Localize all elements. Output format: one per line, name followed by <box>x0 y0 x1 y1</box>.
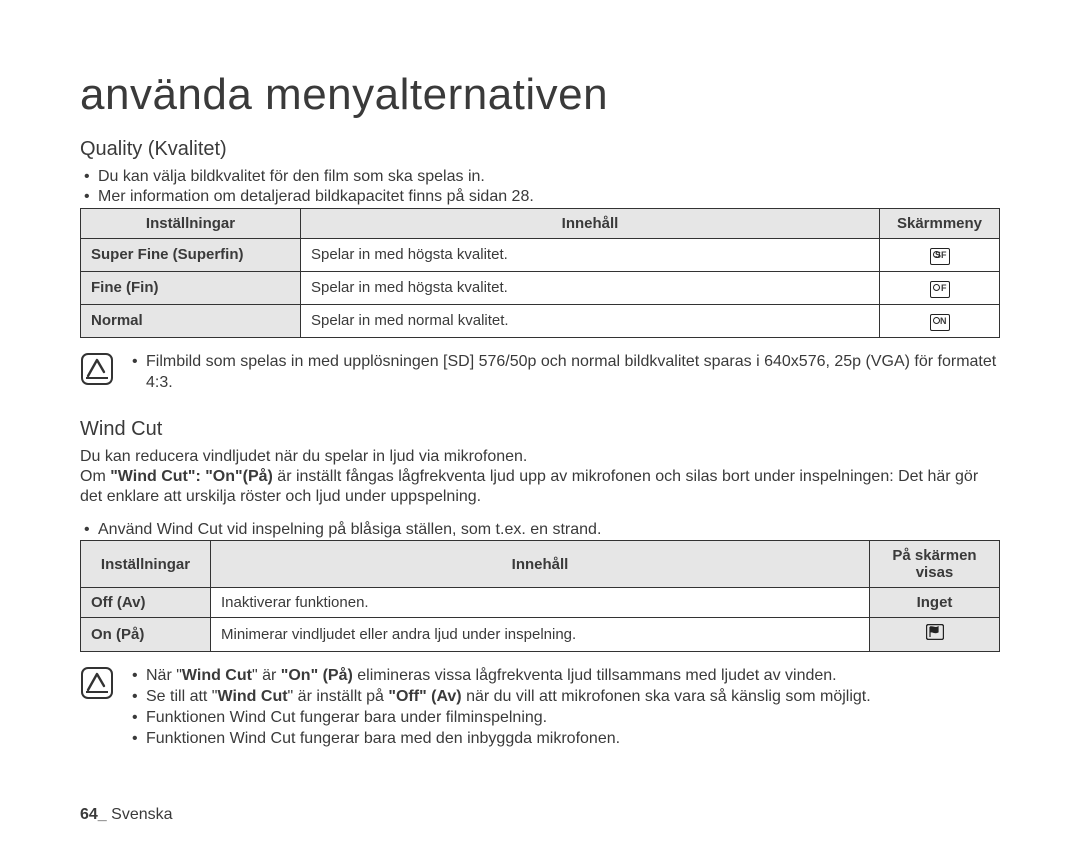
note-icon <box>80 666 114 700</box>
windcut-intro-bold: "Wind Cut": "On"(På) <box>110 468 273 485</box>
table-row: Fine (Fin) Spelar in med högsta kvalitet… <box>81 271 1000 304</box>
windcut-table: Inställningar Innehåll På skärmen visas … <box>80 540 1000 652</box>
windcut-note-item: När "Wind Cut" är "On" (På) elimineras v… <box>128 666 1000 687</box>
quality-content: Spelar in med högsta kvalitet. <box>301 271 880 304</box>
windcut-th-content: Innehåll <box>211 541 870 588</box>
page-footer: 64_ Svenska <box>80 806 173 824</box>
windcut-note-item: Funktionen Wind Cut fungerar bara med de… <box>128 729 1000 750</box>
table-row: On (På) Minimerar vindljudet eller andra… <box>81 618 1000 652</box>
windcut-display-icon-cell <box>870 618 1000 652</box>
quality-icon: SF <box>930 248 950 265</box>
quality-table: Inställningar Innehåll Skärmmeny Super F… <box>80 208 1000 338</box>
windcut-section: Wind Cut Du kan reducera vindljudet när … <box>80 418 1000 750</box>
windcut-intro-line1: Du kan reducera vindljudet när du spelar… <box>80 448 527 465</box>
footer-language: Svenska <box>107 806 173 823</box>
quality-note-text: Filmbild som spelas in med upplösningen … <box>128 352 1000 394</box>
quality-content: Spelar in med högsta kvalitet. <box>301 238 880 271</box>
quality-setting: Fine (Fin) <box>81 271 301 304</box>
quality-icon-cell: N <box>880 304 1000 337</box>
table-row: Super Fine (Superfin) Spelar in med högs… <box>81 238 1000 271</box>
quality-note: Filmbild som spelas in med upplösningen … <box>80 352 1000 394</box>
quality-content: Spelar in med normal kvalitet. <box>301 304 880 337</box>
quality-section: Quality (Kvalitet) Du kan välja bildkval… <box>80 138 1000 394</box>
quality-icon-cell: F <box>880 271 1000 304</box>
windcut-content: Minimerar vindljudet eller andra ljud un… <box>211 618 870 652</box>
windcut-note-item: Funktionen Wind Cut fungerar bara under … <box>128 708 1000 729</box>
windcut-th-display: På skärmen visas <box>870 541 1000 588</box>
table-row: Normal Spelar in med normal kvalitet. N <box>81 304 1000 337</box>
quality-th-display: Skärmmeny <box>880 208 1000 238</box>
quality-icon: N <box>930 314 950 331</box>
note-icon <box>80 352 114 386</box>
windcut-setting: On (På) <box>81 618 211 652</box>
quality-setting: Super Fine (Superfin) <box>81 238 301 271</box>
windcut-heading: Wind Cut <box>80 418 1000 441</box>
quality-heading: Quality (Kvalitet) <box>80 138 1000 161</box>
windcut-intro: Du kan reducera vindljudet när du spelar… <box>80 447 1000 508</box>
table-row: Off (Av) Inaktiverar funktionen. Inget <box>81 588 1000 618</box>
windcut-content: Inaktiverar funktionen. <box>211 588 870 618</box>
windcut-note-item: Se till att "Wind Cut" är inställt på "O… <box>128 687 1000 708</box>
quality-th-settings: Inställningar <box>81 208 301 238</box>
quality-bullet: Du kan välja bildkvalitet för den film s… <box>80 167 1000 187</box>
windcut-note: När "Wind Cut" är "On" (På) elimineras v… <box>80 666 1000 749</box>
quality-icon-cell: SF <box>880 238 1000 271</box>
windcut-bullet: Använd Wind Cut vid inspelning på blåsig… <box>80 520 1000 540</box>
windcut-th-settings: Inställningar <box>81 541 211 588</box>
page-title: använda menyalternativen <box>80 70 1000 120</box>
quality-bullet: Mer information om detaljerad bildkapaci… <box>80 187 1000 207</box>
quality-th-content: Innehåll <box>301 208 880 238</box>
windcut-intro-prefix: Om <box>80 468 110 485</box>
quality-icon: F <box>930 281 950 298</box>
windcut-display: Inget <box>870 588 1000 618</box>
footer-page-number: 64_ <box>80 806 107 823</box>
quality-setting: Normal <box>81 304 301 337</box>
windcut-setting: Off (Av) <box>81 588 211 618</box>
windcut-bullet-list: Använd Wind Cut vid inspelning på blåsig… <box>80 520 1000 540</box>
windcut-flag-icon <box>926 624 944 645</box>
quality-intro-list: Du kan välja bildkvalitet för den film s… <box>80 167 1000 208</box>
